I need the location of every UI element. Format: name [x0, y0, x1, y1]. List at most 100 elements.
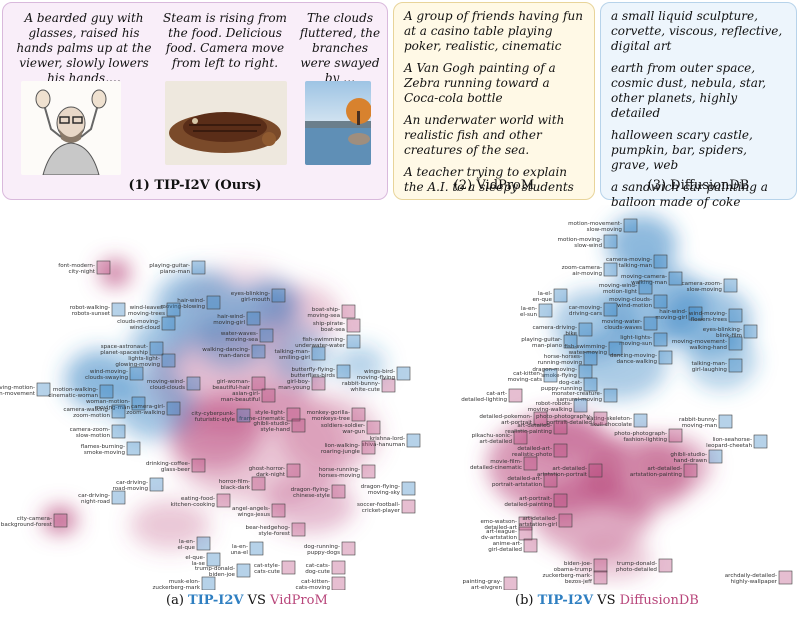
- cluster-thumbnail: [728, 358, 743, 373]
- density-blob: [44, 508, 76, 532]
- cluster-label: cat-style-cats-cute: [254, 563, 281, 575]
- cluster-thumbnail: [206, 552, 221, 567]
- lake-tree-image: [305, 81, 371, 165]
- cluster-label: pikachu-sonic-art-detailed: [472, 433, 513, 445]
- cluster-thumbnail: [668, 271, 683, 286]
- cluster-label: cat-art-detailed-lighting: [461, 391, 507, 403]
- cluster-label: hair-wind-moving-girl: [213, 314, 245, 326]
- cluster-label: art-detailed-artstation-painting: [630, 466, 683, 478]
- cluster-label: car-driving-road-moving: [113, 480, 149, 492]
- cluster-label: motion-moving-slow-wind: [558, 237, 603, 249]
- diffusiondb-prompt: a small liquid sculpture, corvette, visc…: [611, 9, 783, 53]
- cluster-label: eating-food-kitchen-cooking: [171, 496, 216, 508]
- cluster-label: eyes-blinking-blink-film: [703, 327, 742, 339]
- cluster-thumbnail: [96, 260, 111, 275]
- cluster-label: playing-guitar-piano-man: [149, 263, 190, 275]
- cluster-thumbnail: [336, 364, 351, 379]
- cluster-label: girl-woman-beautiful-hair: [212, 379, 250, 391]
- cluster-thumbnail: [286, 407, 301, 422]
- density-blob: [522, 410, 602, 460]
- cluster-label: robot-robots-moving-walking: [528, 401, 573, 413]
- cluster-thumbnail: [513, 430, 528, 445]
- cluster-thumbnail: [271, 288, 286, 303]
- cluster-thumbnail: [291, 418, 306, 433]
- cluster-thumbnail: [668, 428, 683, 443]
- scatter-tip-vs-vidprom: font-modern-city-night playing-guitar-pia…: [0, 260, 421, 590]
- cluster-thumbnail: [638, 280, 653, 295]
- cluster-thumbnail: [251, 476, 266, 491]
- diffusiondb-prompt: halloween scary castle, pumpkin, bar, sp…: [611, 128, 753, 172]
- cluster-thumbnail: [249, 541, 264, 556]
- cluster-label: horse-horses-running-moving: [538, 354, 583, 366]
- cluster-thumbnail: [331, 484, 346, 499]
- cluster-label: trump-donald-photo-detailed: [616, 561, 657, 573]
- cluster-thumbnail: [558, 513, 573, 528]
- cluster-label: lights-light-glowing-moving: [115, 356, 160, 368]
- caption-a-vs: VS: [243, 593, 271, 608]
- cluster-thumbnail: [126, 441, 141, 456]
- cluster-label: moving-movement-walking-hand: [672, 339, 728, 351]
- cluster-label: anime-art-girl-detailed: [488, 541, 522, 553]
- cluster-thumbnail: [311, 376, 326, 391]
- cluster-thumbnail: [216, 493, 231, 508]
- cluster-label: wings-bird-moving-flying: [357, 369, 396, 381]
- cluster-thumbnail: [653, 294, 668, 309]
- cluster-label: camera-zoom-slow-motion: [70, 427, 111, 439]
- cluster-thumbnail: [723, 278, 738, 293]
- cluster-label: zoom-camera-air-moving: [562, 265, 603, 277]
- cluster-label: monkey-gorilla-monkeys-tree: [306, 410, 350, 422]
- cluster-label: motion-movement-slow-moving: [568, 221, 622, 233]
- cluster-thumbnail: [503, 576, 518, 590]
- density-blob: [265, 477, 355, 533]
- caption-a-tip: TIP-I2V: [188, 593, 244, 608]
- cluster-label: musk-elon-zuckerberg-mark: [152, 579, 200, 590]
- cluster-thumbnail: [563, 334, 578, 349]
- cluster-thumbnail: [331, 560, 346, 575]
- tip-i2v-panel-title: (1) TIP-I2V (Ours): [128, 178, 262, 193]
- cluster-thumbnail: [603, 388, 618, 403]
- vidprom-panel-title: (2) VidProM: [453, 178, 535, 193]
- cluster-label: asian-girl-man-beautiful: [221, 391, 261, 403]
- cluster-label: ghibli-studio-hand-drawn: [670, 452, 707, 464]
- cluster-thumbnail: [396, 366, 411, 381]
- cluster-label: soldiers-soldier-war-gun: [321, 423, 366, 435]
- cluster-label: ghost-horror-dark-night: [249, 466, 286, 478]
- cluster-label: lion-seahorse-leopard-cheetah: [706, 437, 752, 449]
- cluster-thumbnail: [129, 366, 144, 381]
- cluster-thumbnail: [593, 411, 608, 426]
- cluster-label: moving-motion-man-movement: [0, 385, 36, 397]
- cluster-thumbnail: [578, 322, 593, 337]
- cluster-thumbnail: [259, 328, 274, 343]
- vidprom-prompt: A Van Gogh painting of a Zebra running t…: [404, 61, 556, 105]
- cluster-label: cat-kitten-moving-cats: [508, 371, 543, 383]
- cluster-thumbnail: [543, 368, 558, 383]
- cluster-label: moving-water-clouds-waves: [602, 319, 643, 331]
- cluster-thumbnail: [111, 490, 126, 505]
- cluster-label: ghibli-studio-style-hand: [253, 421, 290, 433]
- cluster-label: moving-camera-walking-man: [621, 274, 667, 286]
- cluster-thumbnail: [523, 456, 538, 471]
- density-blob: [567, 330, 667, 400]
- caption-1: A bearded guy with glasses, raised his h…: [16, 11, 152, 85]
- cluster-thumbnail: [588, 463, 603, 478]
- cluster-label: space-astronaut-planet-spaceship: [100, 344, 148, 356]
- density-blob: [280, 395, 380, 475]
- cluster-thumbnail: [578, 364, 593, 379]
- cluster-label: dog-cat-puppy-running: [541, 380, 582, 392]
- cluster-label: flames-burning-smoke-moving: [81, 444, 126, 456]
- density-blob: [687, 330, 757, 390]
- cluster-thumbnail: [346, 318, 361, 333]
- cluster-thumbnail: [166, 302, 181, 317]
- cluster-thumbnail: [553, 420, 568, 435]
- density-blob: [632, 435, 712, 495]
- density-blob: [170, 400, 260, 470]
- cluster-label: city-cyberpunk-futuristic-style: [191, 411, 235, 423]
- cluster-thumbnail: [593, 570, 608, 585]
- cluster-label: ship-pirate-boat-sea: [313, 321, 345, 333]
- cluster-thumbnail: [603, 234, 618, 249]
- cluster-thumbnail: [728, 336, 743, 351]
- caption-a-other: VidProM: [270, 593, 328, 608]
- cluster-label: girl-boy-man-young: [278, 379, 310, 391]
- cluster-thumbnail: [533, 411, 548, 426]
- cluster-thumbnail: [186, 376, 201, 391]
